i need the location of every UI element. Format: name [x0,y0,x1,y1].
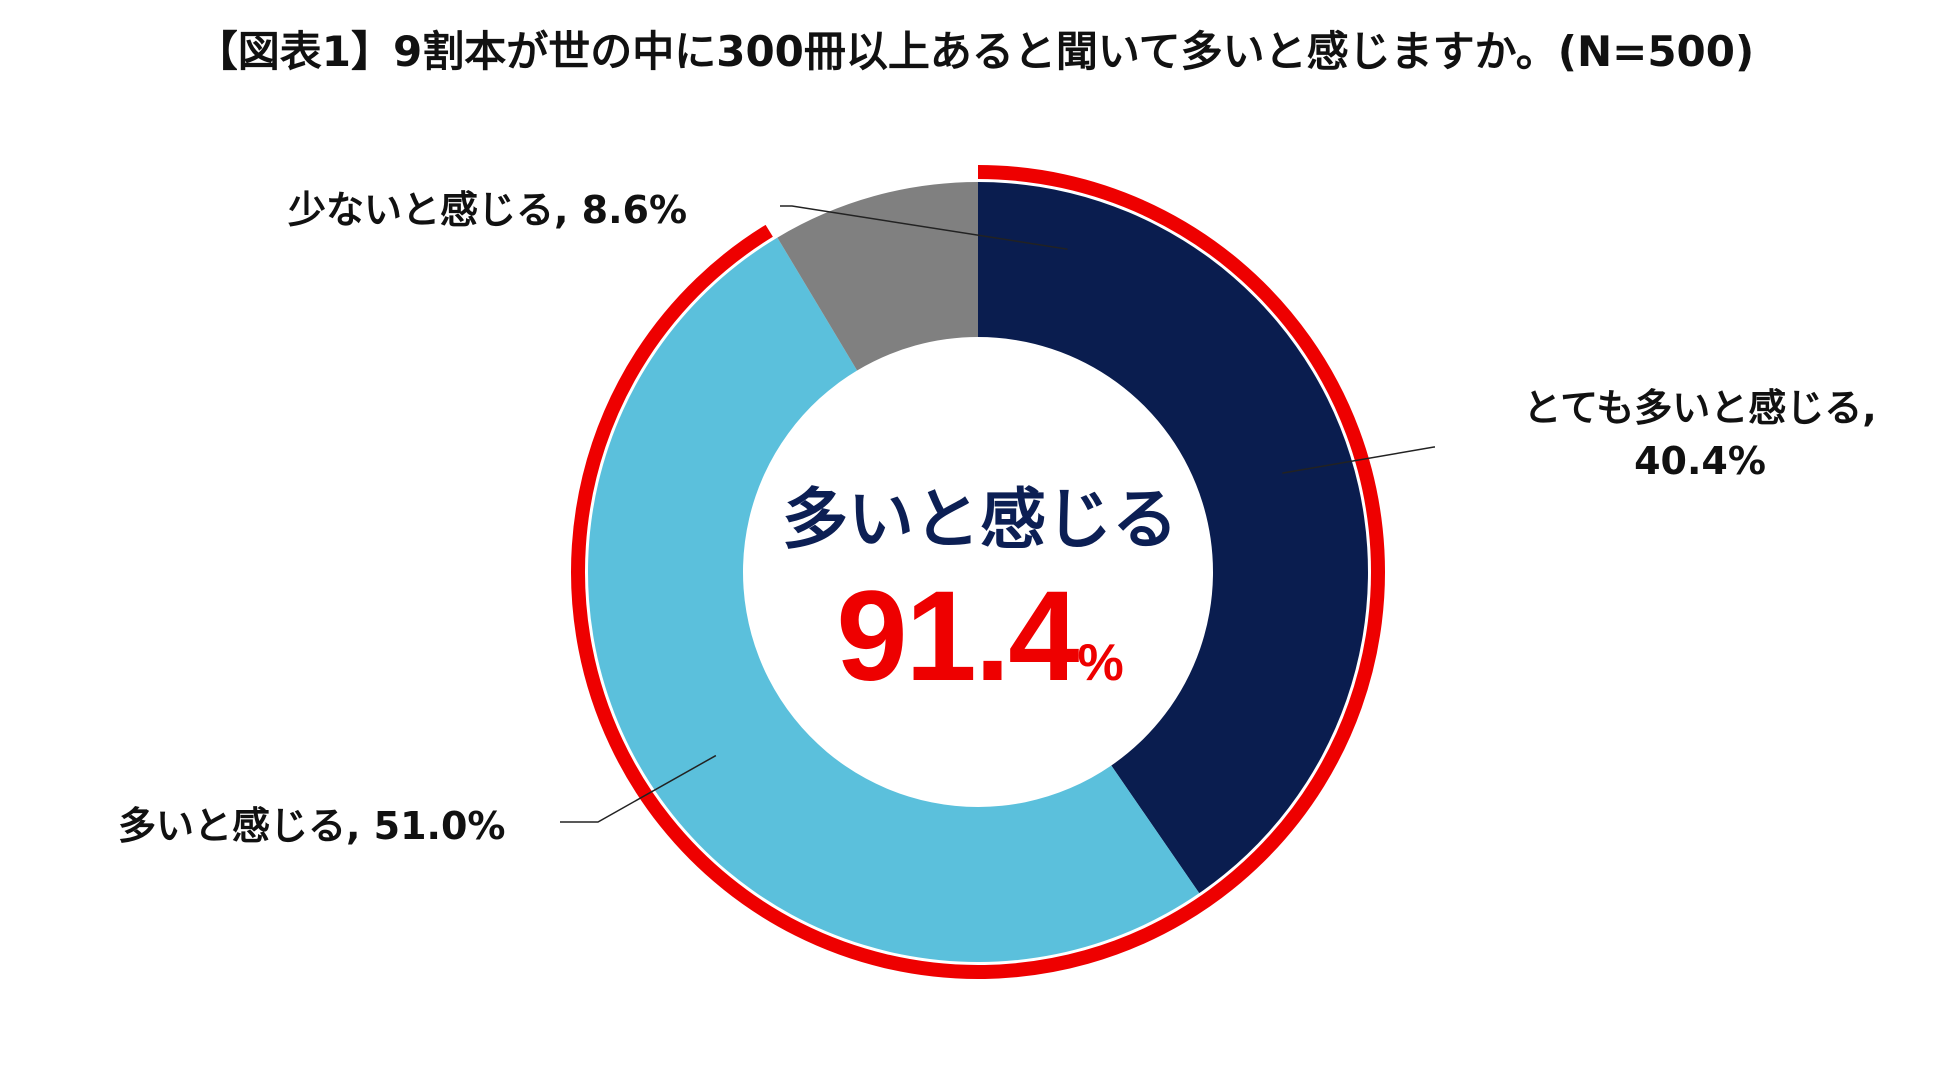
slice-label-many: 多いと感じる, 51.0% [118,800,506,853]
slice-label-few-text: 少ないと感じる, 8.6% [288,188,688,232]
slice-label-very-many-value: 40.4% [1634,439,1766,484]
center-summary: 多いと感じる 91.4% [750,480,1210,701]
leader-line-few [780,205,1068,250]
center-summary-number: 91.4 [836,565,1079,709]
donut-slice-very-many [978,182,1368,894]
center-summary-unit: % [1077,634,1124,693]
center-summary-label: 多いと感じる [782,481,1178,558]
donut-slice-many [587,237,1200,963]
chart-title: 【図表1】9割本が世の中に300冊以上あると聞いて多いと感じますか。(N=500… [195,27,1755,76]
highlight-ring [571,165,1385,979]
donut-slice-few [777,182,978,371]
slice-label-few: 少ないと感じる, 8.6% [288,184,687,237]
slice-label-very-many: とても多いと感じる, 40.4% [1480,382,1920,488]
center-summary-value: 91.4% [750,573,1210,701]
leader-line-many [560,754,717,823]
slice-label-many-text: 多いと感じる, 51.0% [118,804,506,848]
leader-line-very-many [1282,446,1435,474]
slice-label-very-many-name: とても多いと感じる, [1523,386,1877,430]
